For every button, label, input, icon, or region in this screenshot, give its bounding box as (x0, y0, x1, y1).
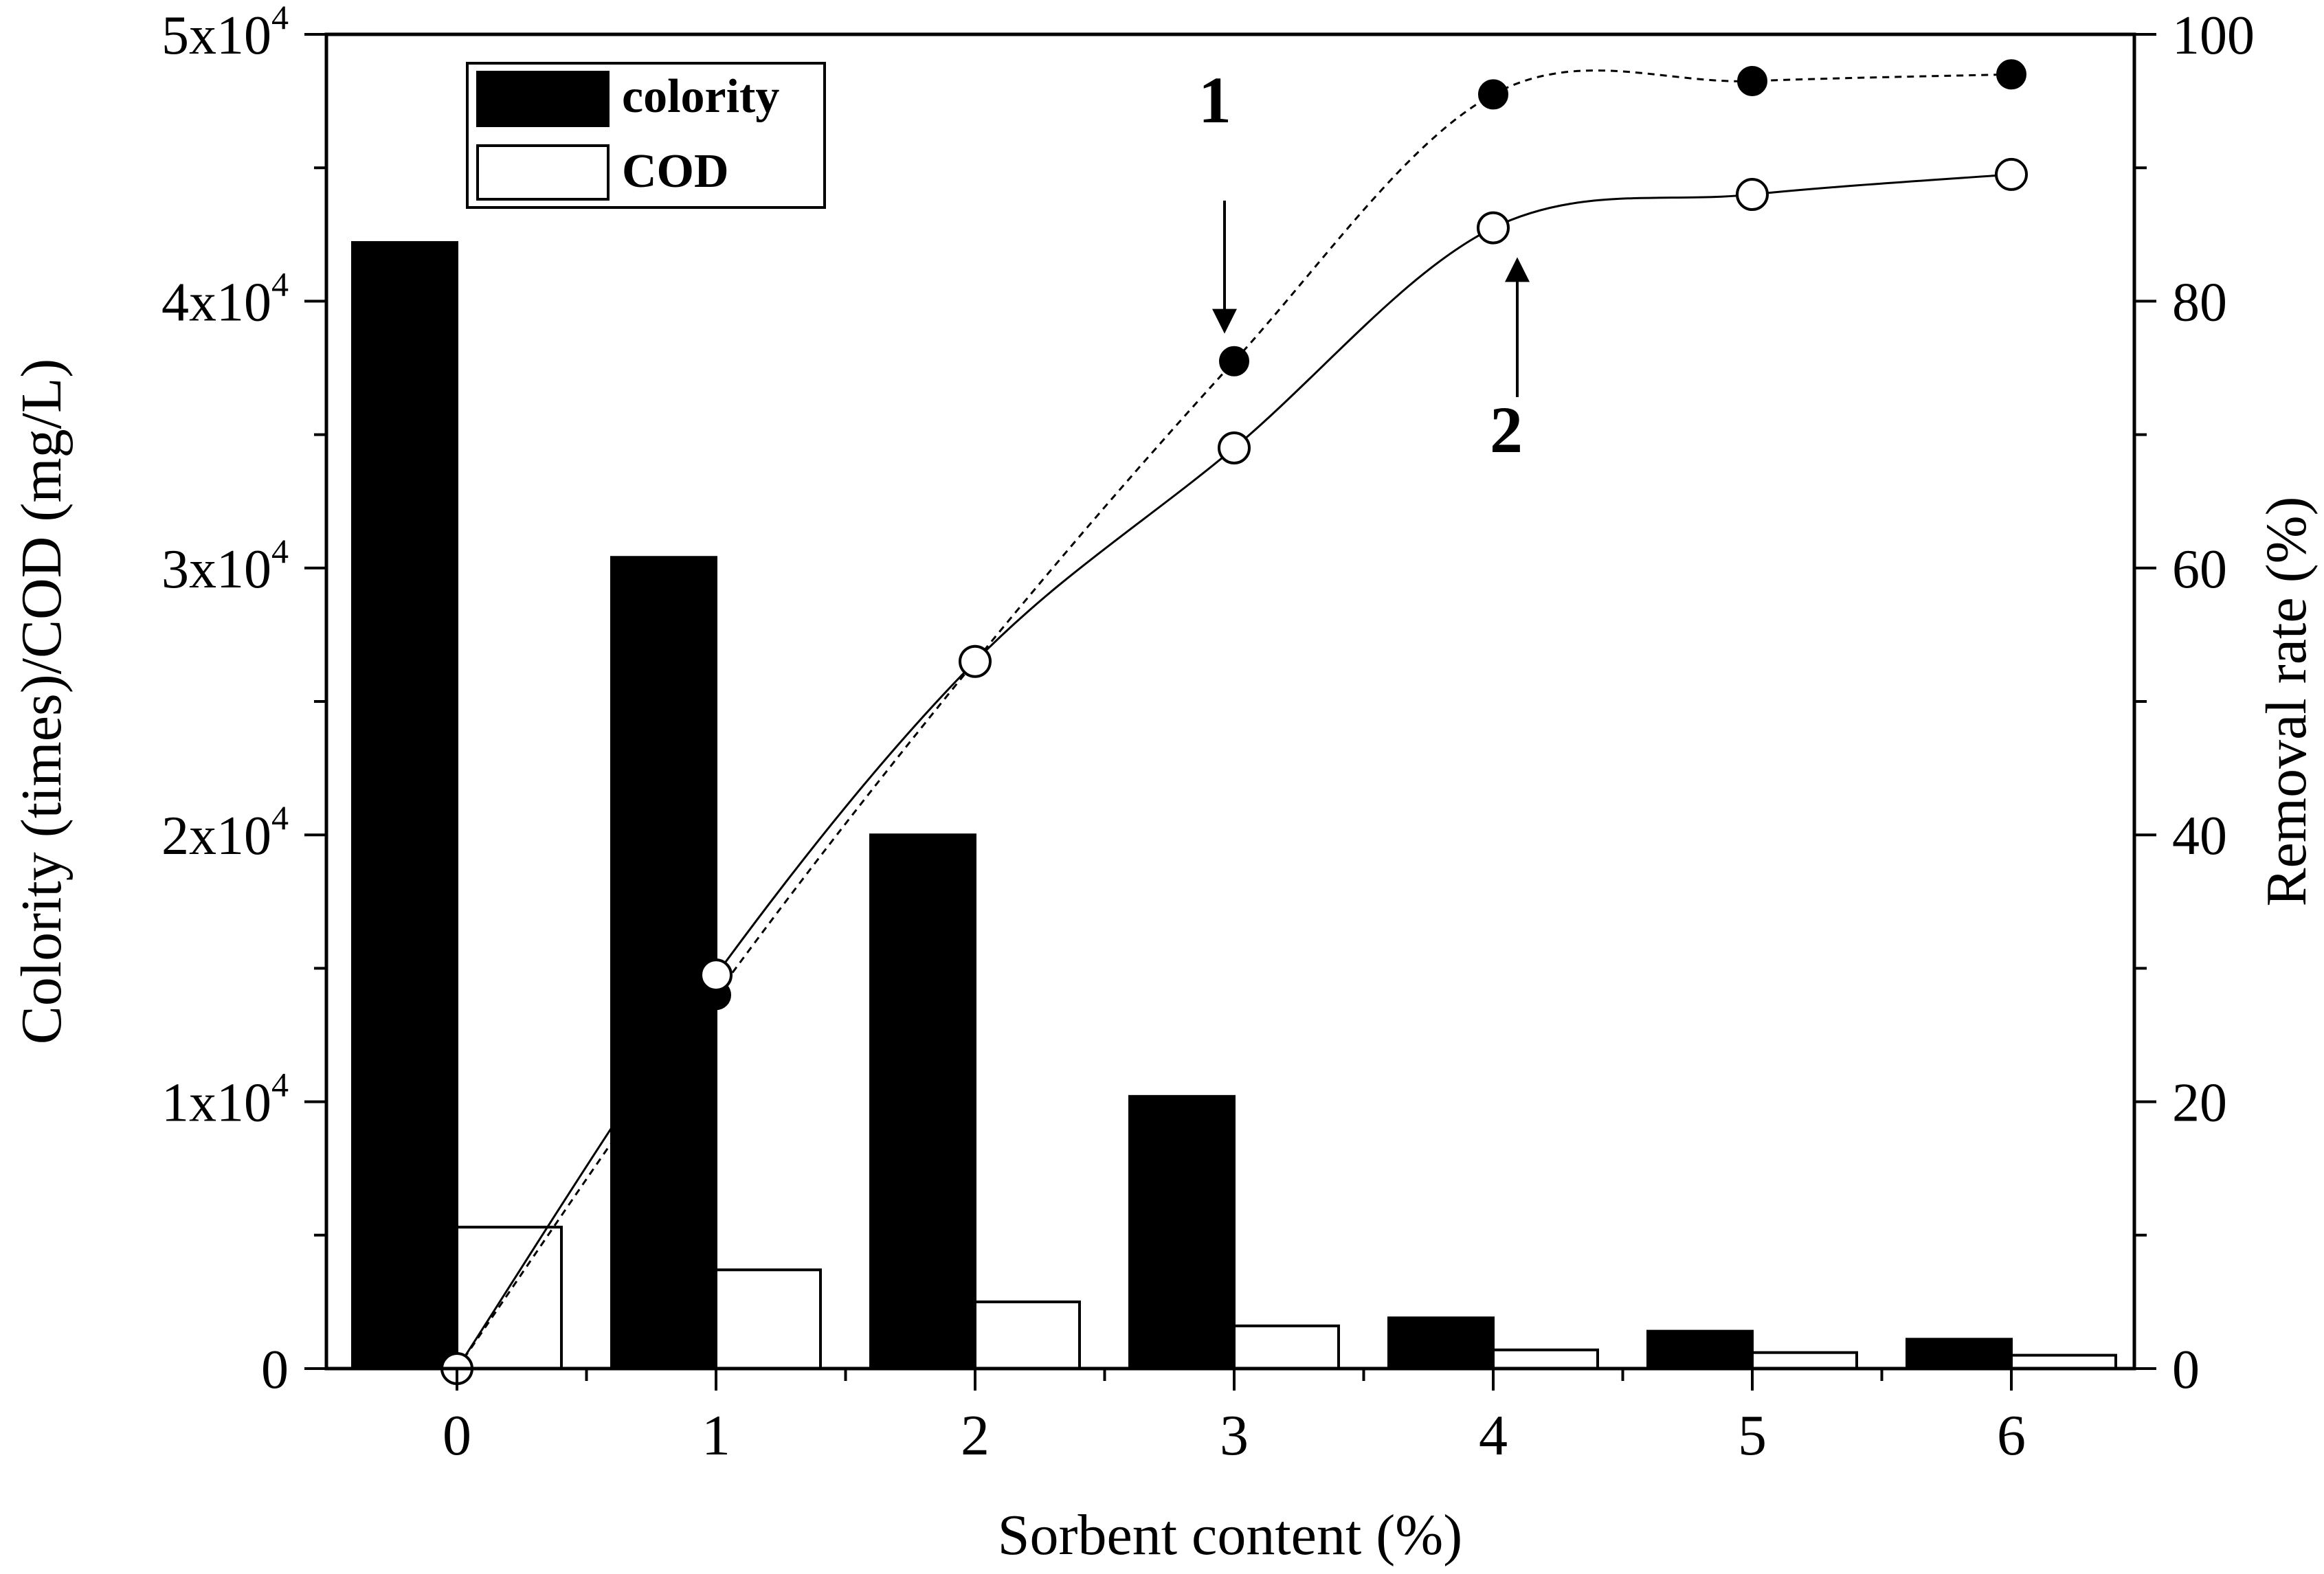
marker-cod-removal-5 (1736, 178, 1769, 212)
x-tick-label-1: 1 (702, 1404, 730, 1468)
annotation-2: 2 (1490, 257, 1530, 466)
y-left-tick-mantissa: 3x10 (161, 539, 271, 600)
y-right-tick-label-60: 60 (2172, 539, 2227, 600)
y-left-tick-exponent: 4 (271, 532, 289, 570)
bar-cod-1 (715, 1268, 822, 1370)
y-axis-right-title: Removal rate (%) (2255, 496, 2319, 906)
marker-colority-removal-5 (1737, 65, 1767, 96)
y-left-tick-label-30000: 3x104 (161, 532, 289, 600)
bar-colority-1 (610, 556, 717, 1370)
y-right-tick-label-80: 80 (2172, 272, 2227, 333)
marker-colority-removal-6 (1996, 59, 2026, 90)
line-series-cod-removal (456, 173, 2012, 1369)
bar-colority-6 (1906, 1338, 2013, 1370)
y-right-tick-label-0: 0 (2172, 1340, 2200, 1400)
y-left-tick-mantissa: 2x10 (161, 806, 271, 866)
x-tick-label-4: 4 (1479, 1404, 1508, 1468)
y-left-tick-label-50000: 5x104 (161, 0, 289, 66)
bar-colority-3 (1128, 1094, 1236, 1371)
marker-cod-removal-6 (1995, 157, 2028, 191)
marker-colority-removal-3 (1219, 346, 1249, 376)
x-tick-label-0: 0 (443, 1404, 471, 1468)
marker-cod-removal-1 (700, 958, 733, 992)
marker-cod-removal-2 (959, 644, 992, 678)
x-tick-label-5: 5 (1738, 1404, 1767, 1468)
y-left-tick-mantissa: 5x10 (161, 5, 271, 66)
y-left-tick-mantissa: 4x10 (161, 272, 271, 333)
y-axis-left-title: Colority (times)/COD (mg/L) (10, 359, 74, 1045)
y-left-tick-label-20000: 2x104 (161, 798, 289, 866)
y-left-tick-mantissa: 1x10 (161, 1073, 271, 1134)
y-left-tick-label-40000: 4x104 (161, 265, 289, 333)
annotation-2-label: 2 (1490, 393, 1523, 466)
bars-layer (351, 240, 2117, 1371)
bar-cod-6 (2010, 1353, 2117, 1370)
x-tick-label-6: 6 (1997, 1404, 2026, 1468)
y-left-tick-label-0: 0 (261, 1340, 289, 1400)
marker-cod-removal-3 (1218, 431, 1251, 465)
y-left-tick-exponent: 4 (271, 1066, 289, 1104)
annotation-1-label: 1 (1198, 63, 1231, 137)
bar-colority-5 (1646, 1329, 1754, 1371)
bar-colority-4 (1387, 1316, 1495, 1370)
bar-cod-2 (974, 1300, 1081, 1371)
axes-layer: 0 1 2 3 4 5 601x1042x1043x1044x1045x1040204060… (161, 0, 2255, 1468)
bar-colority-0 (351, 240, 458, 1370)
y-left-tick-exponent: 4 (271, 265, 289, 303)
x-tick-label-3: 3 (1220, 1404, 1249, 1468)
y-left-tick-exponent: 4 (271, 0, 289, 36)
bar-cod-5 (1751, 1351, 1858, 1371)
bar-cod-3 (1233, 1324, 1340, 1370)
legend-swatch-cod (476, 144, 610, 201)
y-left-tick-label-10000: 1x104 (161, 1066, 289, 1134)
y-right-tick-label-40: 40 (2172, 806, 2227, 866)
x-axis-title: Sorbent content (%) (998, 1503, 1462, 1567)
x-tick-label-2: 2 (961, 1404, 990, 1468)
legend-label-cod: COD (622, 145, 729, 198)
lines-layer (440, 59, 2028, 1385)
marker-cod-removal-4 (1477, 211, 1510, 245)
bar-cod-4 (1492, 1348, 1599, 1371)
marker-colority-removal-4 (1478, 79, 1508, 110)
legend: colority COD (466, 62, 826, 209)
y-right-tick-label-20: 20 (2172, 1073, 2227, 1134)
y-right-tick-label-100: 100 (2172, 5, 2255, 66)
bar-colority-2 (869, 833, 976, 1370)
legend-label-colority: colority (622, 70, 779, 123)
y-left-tick-exponent: 4 (271, 798, 289, 837)
annotation-1: 1 (1198, 63, 1237, 334)
legend-swatch-colority (476, 71, 610, 127)
line-series-colority-removal (456, 69, 2012, 1369)
